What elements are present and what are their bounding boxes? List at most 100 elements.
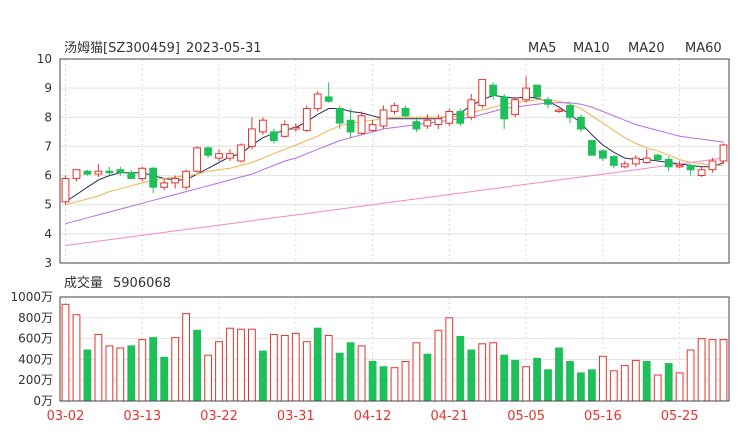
- candle-body: [357, 115, 366, 134]
- legend-ma20: MA20: [628, 41, 665, 56]
- candle-body: [719, 144, 728, 162]
- candle-body: [533, 84, 542, 98]
- volume-title-value: 5906068: [113, 276, 171, 291]
- candle: [434, 114, 443, 129]
- date-tick: 04-12: [354, 409, 392, 424]
- date-axis: 03-02 03-13 03-22 03-31 04-12 04-21 05-05 05-16…: [47, 409, 699, 424]
- candle-body: [72, 169, 81, 179]
- candle-body: [500, 96, 509, 120]
- volume-bar: [566, 361, 574, 402]
- candle-body: [368, 124, 377, 131]
- candle: [83, 169, 92, 176]
- candle-body: [94, 170, 103, 175]
- candle: [215, 149, 223, 161]
- price-y-tick: 6: [44, 169, 52, 183]
- volume-bar: [324, 335, 333, 402]
- candle-body: [423, 119, 432, 127]
- candle-body: [335, 108, 344, 124]
- volume-y-tick: 600万: [18, 332, 53, 346]
- candle: [631, 155, 640, 167]
- candle: [423, 114, 432, 129]
- volume-bar: [61, 303, 70, 402]
- candle-body: [609, 156, 618, 166]
- volume-bar: [160, 356, 169, 402]
- volume-bar: [412, 342, 421, 402]
- volume-bar: [609, 370, 618, 402]
- candle-body: [313, 93, 322, 110]
- volume-bar: [105, 345, 114, 402]
- candle: [489, 82, 498, 100]
- volume-y-tick: 0万: [33, 394, 53, 408]
- candle-body: [237, 144, 245, 162]
- candle: [237, 143, 245, 163]
- candle: [61, 175, 70, 205]
- candle: [116, 166, 125, 176]
- price-y-tick: 10: [37, 52, 52, 66]
- volume-bar: [149, 337, 158, 402]
- volume-bar: [171, 337, 180, 402]
- price-y-tick: 8: [44, 110, 52, 124]
- candle-body: [577, 116, 585, 130]
- candle-body: [390, 105, 399, 112]
- volume-bar: [94, 333, 103, 402]
- volume-bar: [653, 374, 662, 402]
- volume-bar: [226, 327, 234, 402]
- candle: [127, 169, 136, 179]
- volume-bar: [237, 328, 245, 402]
- legend: MA5 MA10 MA20 MA60: [528, 41, 722, 56]
- candle-body: [456, 111, 465, 124]
- candle: [577, 114, 585, 132]
- volume-bar: [500, 354, 509, 402]
- volume-bar: [631, 359, 640, 402]
- volume-bar: [313, 327, 322, 402]
- legend-ma5: MA5: [528, 41, 556, 56]
- candle-body: [171, 178, 180, 184]
- candle: [544, 96, 552, 109]
- date-tick: 03-31: [277, 409, 315, 424]
- candle: [302, 105, 311, 132]
- candle: [193, 146, 201, 173]
- volume-bar: [280, 335, 289, 402]
- volume-bar: [686, 349, 695, 402]
- price-y-tick: 7: [44, 139, 52, 153]
- volume-bar: [456, 336, 465, 402]
- volume-bar: [445, 317, 454, 402]
- candle: [160, 178, 169, 191]
- candle-body: [259, 119, 267, 133]
- volume-y-tick: 200万: [18, 373, 53, 387]
- candle-body: [61, 178, 70, 203]
- volume-bar: [533, 357, 542, 402]
- candle-body: [697, 169, 706, 176]
- candle: [226, 149, 234, 161]
- candle: [390, 102, 399, 115]
- candle: [555, 108, 563, 113]
- volume-bar: [555, 347, 563, 402]
- candle: [346, 108, 355, 138]
- price-y-axis: 3 4 5 6 7 8 9 10: [37, 52, 52, 270]
- candle: [478, 78, 487, 109]
- volume-bar: [259, 350, 267, 402]
- volume-y-tick: 400万: [18, 352, 53, 366]
- candle-body: [588, 140, 596, 156]
- candle: [719, 143, 728, 164]
- volume-bar: [335, 352, 344, 402]
- candle: [609, 155, 618, 169]
- candle: [171, 175, 180, 189]
- candle-body: [478, 78, 487, 107]
- candle-body: [653, 154, 662, 161]
- price-panel-frame: [59, 58, 730, 264]
- chart-title-symbol: 汤姆猫[SZ300459]: [64, 41, 180, 56]
- volume-bar: [577, 372, 585, 402]
- date-tick: 03-13: [123, 409, 161, 424]
- candle-body: [555, 109, 563, 112]
- volume-bar: [478, 343, 487, 402]
- price-grid: [60, 58, 729, 264]
- candle-body: [511, 99, 520, 115]
- candle: [412, 117, 421, 132]
- candle-body: [226, 153, 234, 159]
- candle-body: [708, 160, 717, 171]
- volume-bar: [302, 341, 311, 402]
- volume-bar: [719, 339, 728, 402]
- volume-bar: [368, 361, 377, 402]
